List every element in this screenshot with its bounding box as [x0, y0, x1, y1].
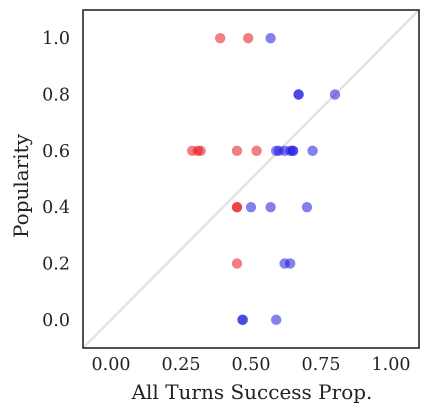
x-tick-label: 0.25 — [162, 355, 201, 375]
x-tick-label: 1.00 — [372, 355, 411, 375]
data-point — [245, 201, 257, 213]
data-point — [251, 145, 262, 157]
data-point — [301, 201, 313, 213]
data-point — [231, 258, 243, 269]
y-tick-label: 0.6 — [42, 142, 70, 162]
y-tick-label: 0.2 — [42, 255, 70, 275]
data-point — [265, 201, 276, 213]
y-tick-label: 1.0 — [42, 29, 70, 49]
data-point — [287, 145, 299, 157]
data-point — [329, 89, 341, 100]
data-point — [265, 32, 276, 44]
data-point — [195, 145, 206, 157]
y-tick-label: 0.4 — [42, 198, 70, 218]
axes-frame-layer — [82, 9, 420, 349]
x-tick-label: 0.00 — [92, 355, 131, 375]
data-point — [293, 89, 304, 100]
reference-line-layer — [82, 9, 420, 349]
x-tick-label: 0.50 — [232, 355, 271, 375]
y-tick-layer: 0.0 0.2 0.4 0.6 0.8 1.0 — [42, 29, 70, 331]
data-point — [231, 201, 243, 213]
y-tick-label: 0.0 — [42, 311, 70, 331]
y-tick-label: 0.8 — [42, 86, 70, 106]
x-tick-label: 0.75 — [302, 355, 341, 375]
data-point — [307, 145, 318, 157]
x-tick-layer: 0.00 0.25 0.50 0.75 1.00 — [92, 355, 411, 375]
diagonal-reference-line — [82, 9, 420, 349]
points-layer — [187, 32, 341, 326]
data-point — [215, 32, 226, 44]
data-point — [285, 258, 296, 269]
data-point — [237, 314, 248, 326]
axes-frame — [82, 9, 420, 349]
data-point — [231, 145, 243, 157]
data-point — [271, 314, 282, 326]
x-axis-label: All Turns Success Prop. — [131, 380, 373, 404]
data-point — [243, 32, 254, 44]
y-axis-label: Popularity — [9, 133, 33, 238]
